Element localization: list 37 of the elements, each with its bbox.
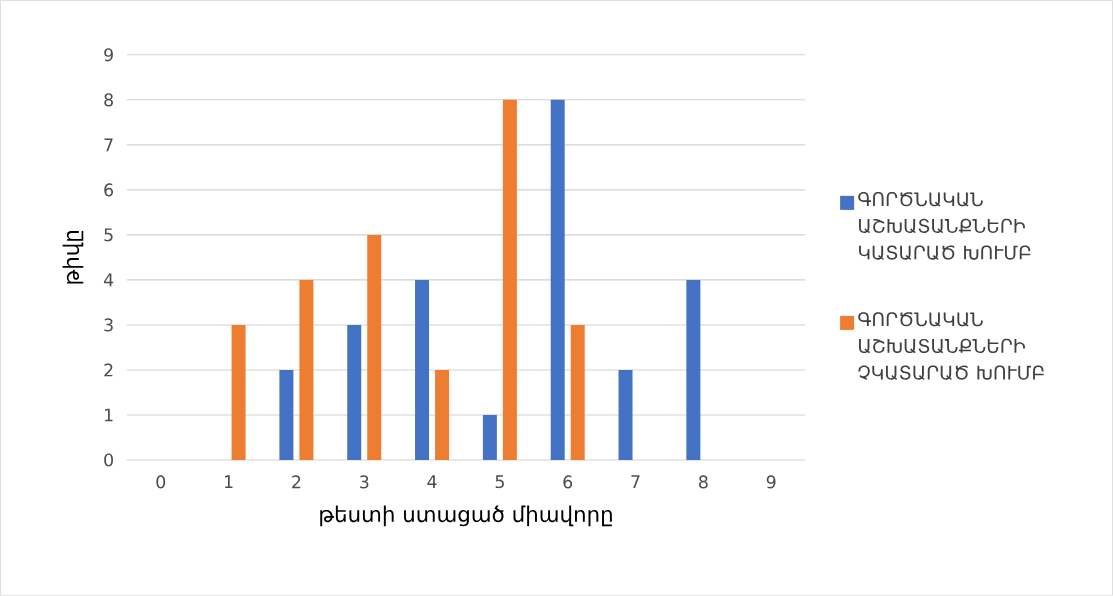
y-tick-label: 2 — [104, 363, 113, 377]
x-tick-label: 7 — [631, 475, 640, 489]
x-tick-label: 9 — [766, 475, 776, 489]
y-tick-label: 5 — [104, 228, 113, 242]
y-tick-label: 6 — [104, 183, 114, 197]
x-tick-label: 8 — [699, 475, 708, 489]
y-tick-label: 1 — [105, 408, 113, 422]
x-tick-label: 5 — [495, 475, 504, 489]
bar — [231, 325, 246, 461]
bar — [367, 234, 382, 461]
bar — [279, 370, 294, 461]
legend-label: ԳՈՐԾՆԱԿԱՆ ԱՇԽԱՏԱՆՔՆԵՐԻ ՉԿԱՏԱՐԱԾ ԽՈՒՄԲ — [858, 312, 1044, 381]
x-tick-label: 3 — [360, 475, 369, 489]
bar — [618, 370, 633, 461]
bar — [686, 279, 701, 461]
bar — [415, 279, 430, 461]
bar — [550, 99, 565, 461]
x-tick-label: 2 — [292, 475, 301, 489]
y-tick-label: 3 — [104, 318, 113, 332]
x-tick-label: 4 — [427, 475, 437, 489]
bar — [347, 325, 362, 461]
bar — [502, 99, 517, 461]
x-tick-label: 1 — [224, 475, 233, 489]
y-tick-label: 0 — [104, 453, 113, 467]
bar — [435, 370, 450, 461]
y-tick-label: 9 — [104, 48, 113, 62]
bar — [570, 325, 585, 461]
bar — [299, 279, 314, 461]
y-tick-label: 7 — [104, 138, 113, 152]
y-tick-label: 4 — [103, 273, 114, 287]
legend-label: ԳՈՐԾՆԱԿԱՆ ԱՇԽԱՏԱՆՔՆԵՐԻ ԿԱՏԱՐԱԾ ԽՈՒՄԲ — [858, 192, 1031, 260]
x-tick-label: 0 — [156, 475, 166, 489]
x-tick-label: 6 — [563, 475, 573, 489]
x-axis-title: թեստի ստացած միավորը — [320, 505, 612, 527]
y-tick-label: 8 — [104, 93, 113, 107]
y-axis-title: թիվը — [62, 231, 84, 284]
bar — [482, 415, 497, 461]
